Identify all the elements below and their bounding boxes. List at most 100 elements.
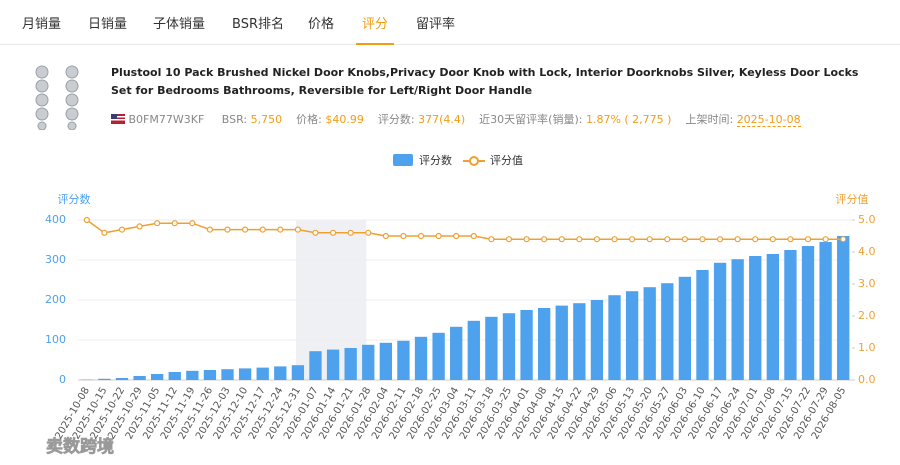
legend-label: 评分数 — [419, 154, 452, 167]
bar — [590, 300, 604, 380]
y-tick-label: 300 — [45, 253, 66, 266]
rating-point — [470, 232, 477, 240]
y-tick-label: 100 — [45, 333, 66, 346]
rating-point — [118, 226, 126, 233]
tab[interactable]: BSR排名 — [232, 17, 284, 32]
bar — [362, 344, 375, 380]
tab[interactable]: 评分 — [355, 13, 395, 45]
meta-value: 2025-10-08 — [736, 113, 801, 127]
bar — [256, 367, 269, 380]
bar — [801, 246, 815, 380]
rating-point — [171, 220, 178, 227]
meta-label: 价格: — [296, 113, 322, 126]
rating-point — [664, 236, 671, 243]
legend-swatch — [393, 154, 413, 166]
bar — [414, 336, 428, 380]
rating-point — [488, 236, 495, 243]
rating-point — [154, 220, 161, 227]
rating-point — [277, 226, 284, 233]
bar — [625, 291, 639, 380]
y2-tick-label: 4.0 — [858, 245, 876, 258]
rating-point — [312, 229, 319, 236]
rating-point — [189, 220, 196, 227]
rating-point — [681, 236, 688, 243]
rating-point — [224, 226, 231, 233]
meta-field: 评分数: 377(4.4) — [378, 113, 465, 126]
meta-field: BSR: 5,750 — [222, 113, 282, 126]
bar — [837, 236, 850, 380]
meta-value: $40.99 — [325, 113, 364, 126]
rating-line — [86, 219, 844, 240]
bar — [274, 366, 287, 380]
bar — [203, 370, 217, 380]
rating-point — [611, 236, 618, 243]
rating-point — [576, 236, 583, 243]
meta-label: 评分数: — [377, 113, 415, 126]
product-title: Plustool 10 Pack Brushed Nickel Door Kno… — [111, 66, 859, 97]
meta-value: 1.87% ( 2,775 ) — [585, 113, 672, 126]
bar — [696, 270, 709, 380]
meta-value: 5,750 — [250, 113, 283, 126]
rating-point — [136, 223, 143, 230]
rating-point — [541, 236, 548, 243]
rating-point — [101, 229, 108, 236]
bar — [309, 351, 322, 380]
tab[interactable]: 日销量 — [88, 17, 128, 32]
bar — [502, 313, 516, 380]
bar — [238, 368, 252, 380]
meta-field: 上架时间: 2025-10-08 — [685, 113, 801, 127]
bar — [555, 305, 568, 380]
bar — [520, 310, 533, 380]
rating-point — [787, 236, 794, 243]
rating-point — [382, 232, 389, 240]
rating-point — [593, 236, 601, 243]
meta-label: 上架时间: — [685, 113, 734, 126]
tab[interactable]: 子体销量 — [153, 17, 206, 32]
bar — [379, 342, 392, 380]
tab[interactable]: 月销量 — [22, 17, 62, 32]
bar — [186, 370, 199, 380]
bar — [766, 254, 779, 380]
bar — [397, 340, 410, 380]
meta-label: BSR: — [221, 113, 248, 126]
bar — [819, 242, 832, 380]
bar — [450, 326, 463, 380]
rating-point — [505, 236, 513, 243]
y2-tick-label: 2.0 — [858, 309, 876, 322]
bar — [661, 283, 674, 380]
rating-point — [716, 236, 724, 243]
product-image — [35, 65, 79, 130]
rating-point — [365, 229, 372, 236]
rating-point — [206, 226, 214, 233]
bar — [538, 308, 551, 380]
bar — [731, 259, 744, 380]
rating-point — [752, 236, 759, 243]
tab[interactable]: 价格 — [308, 17, 335, 32]
meta-label: 近30天留评率(销量): — [479, 113, 583, 126]
y-tick-label: 200 — [45, 293, 66, 306]
bar — [151, 374, 164, 380]
bar — [168, 372, 181, 380]
y2-tick-label: 5.0 — [858, 213, 876, 226]
rating-point — [329, 229, 337, 236]
rating-point — [840, 236, 847, 243]
bar — [432, 332, 445, 380]
bar — [291, 365, 305, 380]
rating-point — [83, 216, 90, 224]
bar — [115, 378, 129, 380]
bar — [678, 276, 692, 380]
bar — [485, 316, 498, 380]
bar — [784, 250, 797, 380]
flag-icon — [111, 114, 125, 124]
tab[interactable]: 留评率 — [416, 17, 456, 32]
watermark: 卖数跨境 — [46, 436, 114, 457]
bar — [749, 256, 762, 380]
asin[interactable]: B0FM77W3KF — [128, 113, 205, 126]
bar — [713, 262, 727, 380]
rating-point — [822, 236, 829, 243]
meta-field: 价格: $40.99 — [296, 113, 364, 126]
y2-axis-title: 评分值 — [836, 193, 869, 206]
y2-tick-label: 3.0 — [858, 277, 876, 290]
rating-point — [734, 236, 741, 243]
y-tick-label: 400 — [45, 213, 66, 226]
